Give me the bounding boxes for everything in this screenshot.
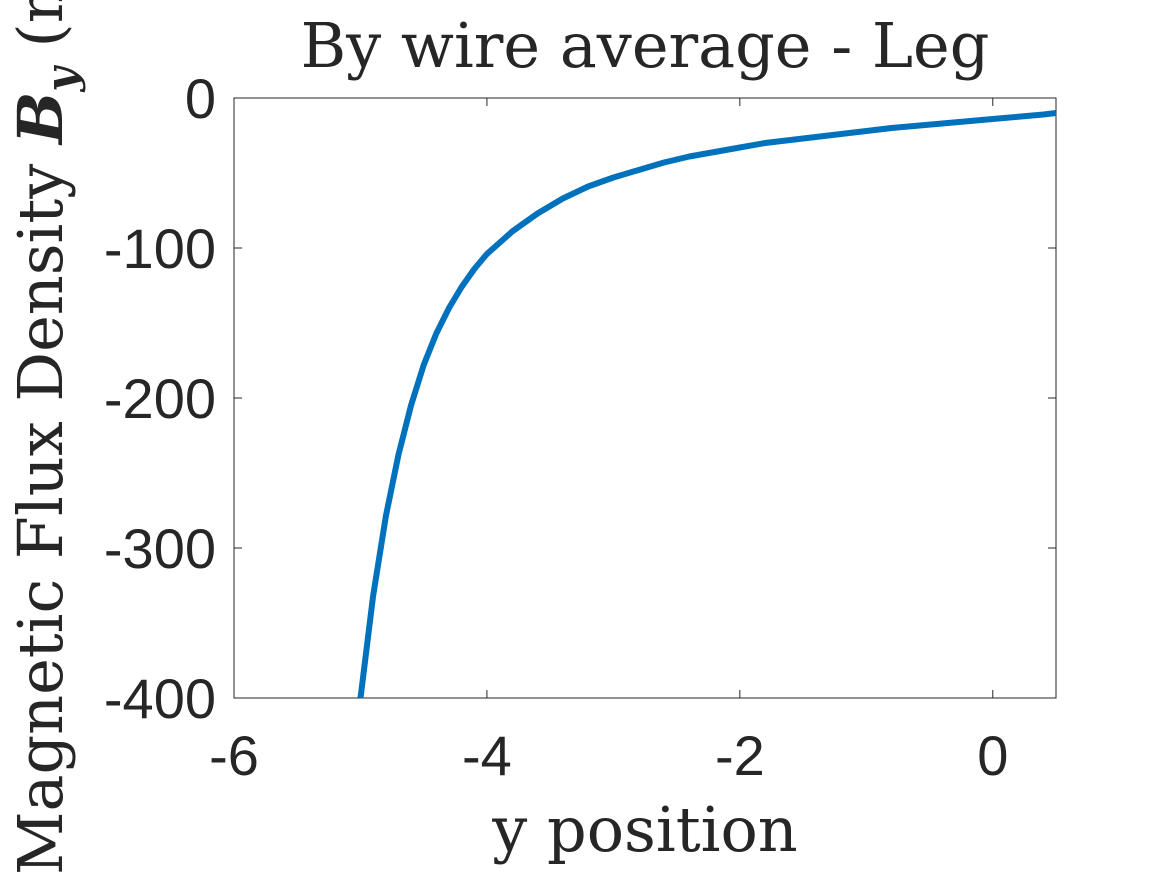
x-tick-label: -6	[209, 724, 259, 787]
x-tick-label: -4	[462, 724, 512, 787]
axis-ticks	[233, 97, 1056, 699]
x-tick-labels: -6 -4 -2 0	[209, 724, 1008, 787]
y-axis-label-subscript: y	[37, 65, 86, 93]
series-line	[357, 110, 1057, 699]
y-tick-label: -300	[104, 517, 216, 580]
y-tick-label: 0	[185, 67, 216, 130]
y-axis-label-prefix: Magnetic Flux Density	[4, 144, 77, 875]
chart-title: By wire average - Leg	[301, 9, 990, 82]
y-tick-label: -400	[104, 667, 216, 730]
y-axis-label-symbol: B	[4, 92, 77, 146]
series-group	[357, 110, 1057, 699]
x-tick-label: 0	[977, 724, 1008, 787]
y-axis-label: Magnetic Flux Density By (m	[4, 0, 86, 875]
x-axis-label: y position	[491, 793, 797, 866]
y-axis-label-suffix: (m	[4, 0, 77, 67]
plot-area	[233, 97, 1057, 699]
y-tick-label: -100	[104, 217, 216, 280]
y-tick-label: -200	[104, 367, 216, 430]
y-tick-labels: 0 -100 -200 -300 -400	[104, 67, 216, 730]
x-tick-label: -2	[715, 724, 765, 787]
